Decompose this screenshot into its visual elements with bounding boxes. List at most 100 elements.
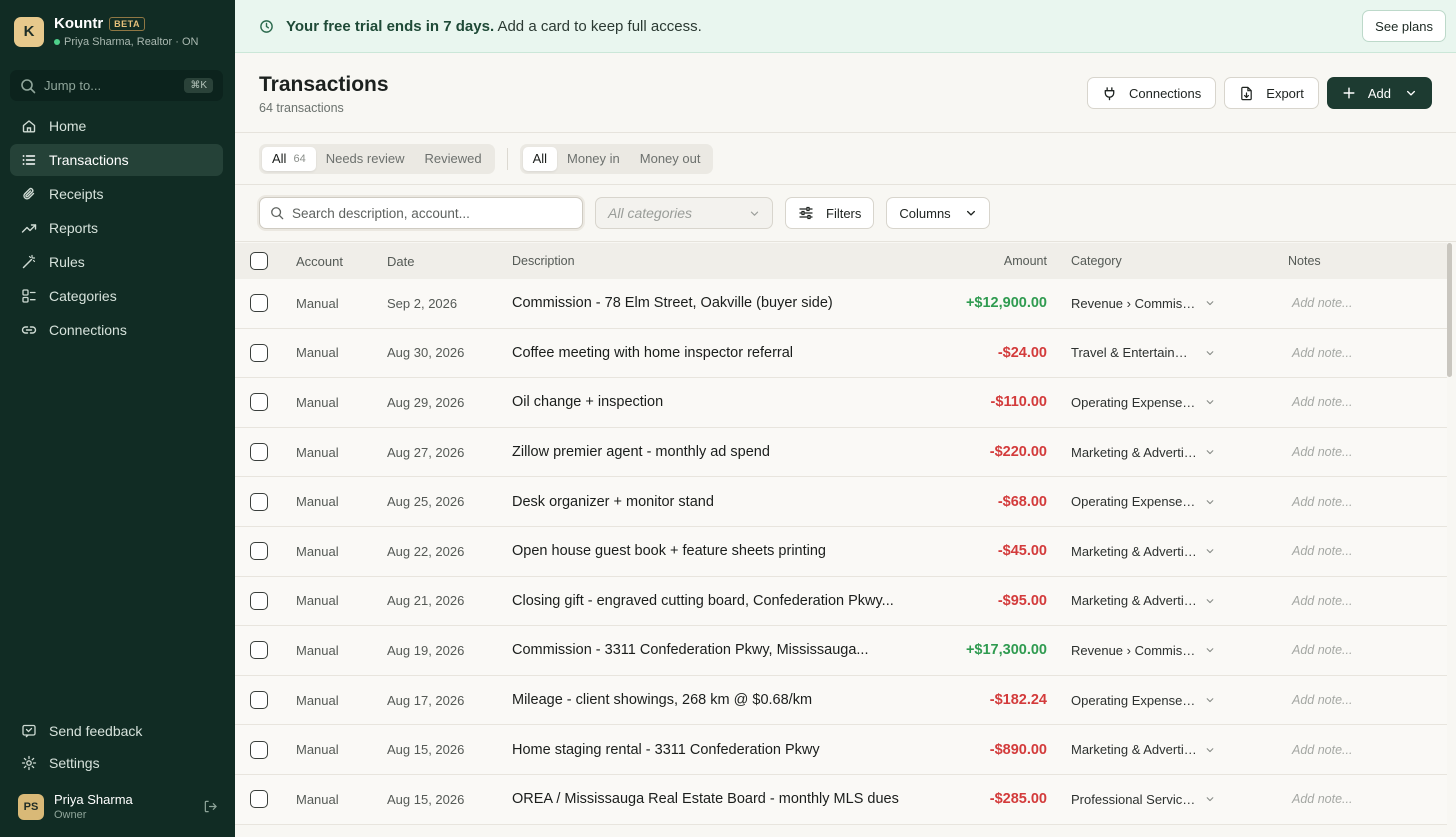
cell-description: Zillow premier agent - monthly ad spend [512, 444, 770, 461]
table-row[interactable]: Manual Aug 30, 2026 Coffee meeting with ho… [235, 328, 1447, 379]
chevron-down-icon [965, 207, 977, 219]
brand[interactable]: K Kountr BETA Priya Sharma, Realtor · ON [14, 15, 198, 48]
note-input[interactable]: Add note... [1292, 742, 1353, 757]
table-scrollbar[interactable] [1447, 243, 1452, 377]
tab-money-out[interactable]: Money out [639, 151, 701, 166]
row-checkbox[interactable] [250, 343, 268, 362]
nav-item-rules[interactable]: Rules [10, 246, 223, 278]
row-checkbox[interactable] [250, 542, 268, 561]
cell-date: Aug 29, 2026 [387, 394, 465, 410]
cell-amount: -$45.00 [997, 543, 1047, 560]
row-checkbox[interactable] [250, 443, 268, 462]
nav-item-categories[interactable]: Categories [10, 280, 223, 312]
nav-item-transactions[interactable]: Transactions [10, 144, 223, 176]
search-input[interactable] [292, 205, 562, 221]
search-field[interactable] [259, 197, 583, 229]
category-dropdown[interactable]: Travel & Entertainment [1047, 345, 1288, 360]
cell-description: OREA / Mississauga Real Estate Board - m… [512, 791, 899, 808]
table-row[interactable]: Manual Aug 21, 2026 Closing gift - engrave… [235, 576, 1447, 627]
category-select[interactable]: All categories [595, 197, 773, 229]
tab-all[interactable]: All 64 [262, 146, 316, 171]
note-input[interactable]: Add note... [1292, 345, 1353, 360]
note-input[interactable]: Add note... [1292, 395, 1353, 410]
tab-reviewed[interactable]: Reviewed [424, 151, 482, 166]
see-plans-button[interactable]: See plans [1362, 10, 1446, 42]
column-header-notes[interactable]: Notes [1288, 254, 1321, 268]
transactions-table: Account Date Description Amount Category… [235, 243, 1447, 825]
category-dropdown[interactable]: Marketing & Advertising [1047, 445, 1288, 460]
table-row[interactable]: Manual Aug 29, 2026 Oil change + inspectio… [235, 378, 1447, 428]
note-input[interactable]: Add note... [1292, 445, 1353, 460]
note-input[interactable]: Add note... [1292, 693, 1353, 708]
table-body: Manual Sep 2, 2026 Commission - 78 Elm Str… [235, 279, 1447, 825]
cell-description: Coffee meeting with home inspector refer… [512, 344, 794, 361]
category-dropdown[interactable]: Operating Expenses › Vehicle [1047, 693, 1288, 708]
table-row[interactable]: Manual Aug 15, 2026 OREA / Mississauga Rea… [235, 774, 1447, 825]
category-dropdown[interactable]: Revenue › Commission [1047, 296, 1288, 311]
column-header-date[interactable]: Date [387, 253, 415, 269]
tab-all-directions[interactable]: All [522, 146, 558, 171]
row-checkbox[interactable] [250, 294, 268, 313]
cell-category: Professional Services & Dues [1071, 791, 1197, 807]
nav-item-home[interactable]: Home [10, 110, 223, 142]
table-row[interactable]: Manual Aug 22, 2026 Open house guest book … [235, 526, 1447, 577]
table-row[interactable]: Manual Aug 17, 2026 Mileage - client showi… [235, 675, 1447, 726]
select-all-checkbox[interactable] [250, 252, 268, 270]
row-checkbox[interactable] [250, 591, 268, 610]
column-header-description[interactable]: Description [512, 254, 575, 268]
category-dropdown[interactable]: Professional Services & Dues [1047, 792, 1288, 807]
row-checkbox[interactable] [250, 790, 268, 809]
row-checkbox[interactable] [250, 641, 268, 660]
category-dropdown[interactable]: Marketing & Advertising [1047, 742, 1288, 757]
note-input[interactable]: Add note... [1292, 544, 1353, 559]
note-input[interactable]: Add note... [1292, 792, 1353, 807]
table-row[interactable]: Manual Sep 2, 2026 Commission - 78 Elm Str… [235, 279, 1447, 329]
note-input[interactable]: Add note... [1292, 494, 1353, 509]
sliders-icon [798, 205, 814, 221]
row-checkbox[interactable] [250, 393, 268, 412]
category-dropdown[interactable]: Marketing & Advertising [1047, 544, 1288, 559]
category-dropdown[interactable]: Operating Expenses › Vehicle [1047, 395, 1288, 410]
note-input[interactable]: Add note... [1292, 593, 1353, 608]
send-feedback-button[interactable]: Send feedback [10, 716, 223, 746]
tab-needs-review[interactable]: Needs review [325, 151, 405, 166]
nav-item-receipts[interactable]: Receipts [10, 178, 223, 210]
column-header-account[interactable]: Account [296, 253, 343, 269]
cell-category: Operating Expenses › Office [1071, 494, 1197, 510]
table-row[interactable]: Manual Aug 19, 2026 Commission - 3311 Conf… [235, 626, 1447, 676]
category-select-placeholder: All categories [608, 205, 693, 221]
row-checkbox[interactable] [250, 492, 268, 511]
review-status-tabs: All 64 Needs review Reviewed [259, 143, 495, 174]
table-row[interactable]: Manual Aug 15, 2026 Home staging rental - … [235, 725, 1447, 775]
note-input[interactable]: Add note... [1292, 296, 1353, 311]
note-input[interactable]: Add note... [1292, 643, 1353, 658]
category-dropdown[interactable]: Revenue › Commission [1047, 643, 1288, 658]
cell-category: Marketing & Advertising [1071, 444, 1197, 460]
cell-date: Aug 19, 2026 [387, 642, 465, 658]
logout-icon[interactable] [203, 799, 218, 814]
category-dropdown[interactable]: Operating Expenses › Office [1047, 494, 1288, 509]
nav-item-reports[interactable]: Reports [10, 212, 223, 244]
cell-account: Manual [296, 791, 339, 807]
tab-money-in[interactable]: Money in [567, 151, 620, 166]
row-checkbox[interactable] [250, 691, 268, 710]
column-header-category[interactable]: Category [1071, 254, 1122, 268]
chevron-down-icon [1205, 794, 1215, 804]
columns-button[interactable]: Columns [886, 197, 990, 229]
column-header-amount[interactable]: Amount [1003, 254, 1047, 268]
settings-button[interactable]: Settings [10, 748, 223, 778]
category-dropdown[interactable]: Marketing & Advertising [1047, 593, 1288, 608]
table-row[interactable]: Manual Aug 27, 2026 Zillow premier agent -… [235, 427, 1447, 478]
jump-to-search[interactable]: Jump to... ⌘K [10, 70, 223, 101]
transaction-count: 64 transactions [259, 101, 344, 115]
connections-button[interactable]: Connections [1087, 77, 1217, 109]
table-row[interactable]: Manual Aug 25, 2026 Desk organizer + monit… [235, 477, 1447, 527]
row-checkbox[interactable] [250, 740, 268, 759]
nav-label: Receipts [49, 186, 104, 202]
add-button[interactable]: Add [1326, 77, 1432, 109]
export-button[interactable]: Export [1224, 77, 1319, 109]
user-profile[interactable]: PS Priya Sharma Owner [18, 792, 218, 821]
nav-item-connections[interactable]: Connections [10, 314, 223, 346]
cell-amount: -$68.00 [997, 493, 1047, 510]
filters-button[interactable]: Filters [785, 197, 875, 229]
